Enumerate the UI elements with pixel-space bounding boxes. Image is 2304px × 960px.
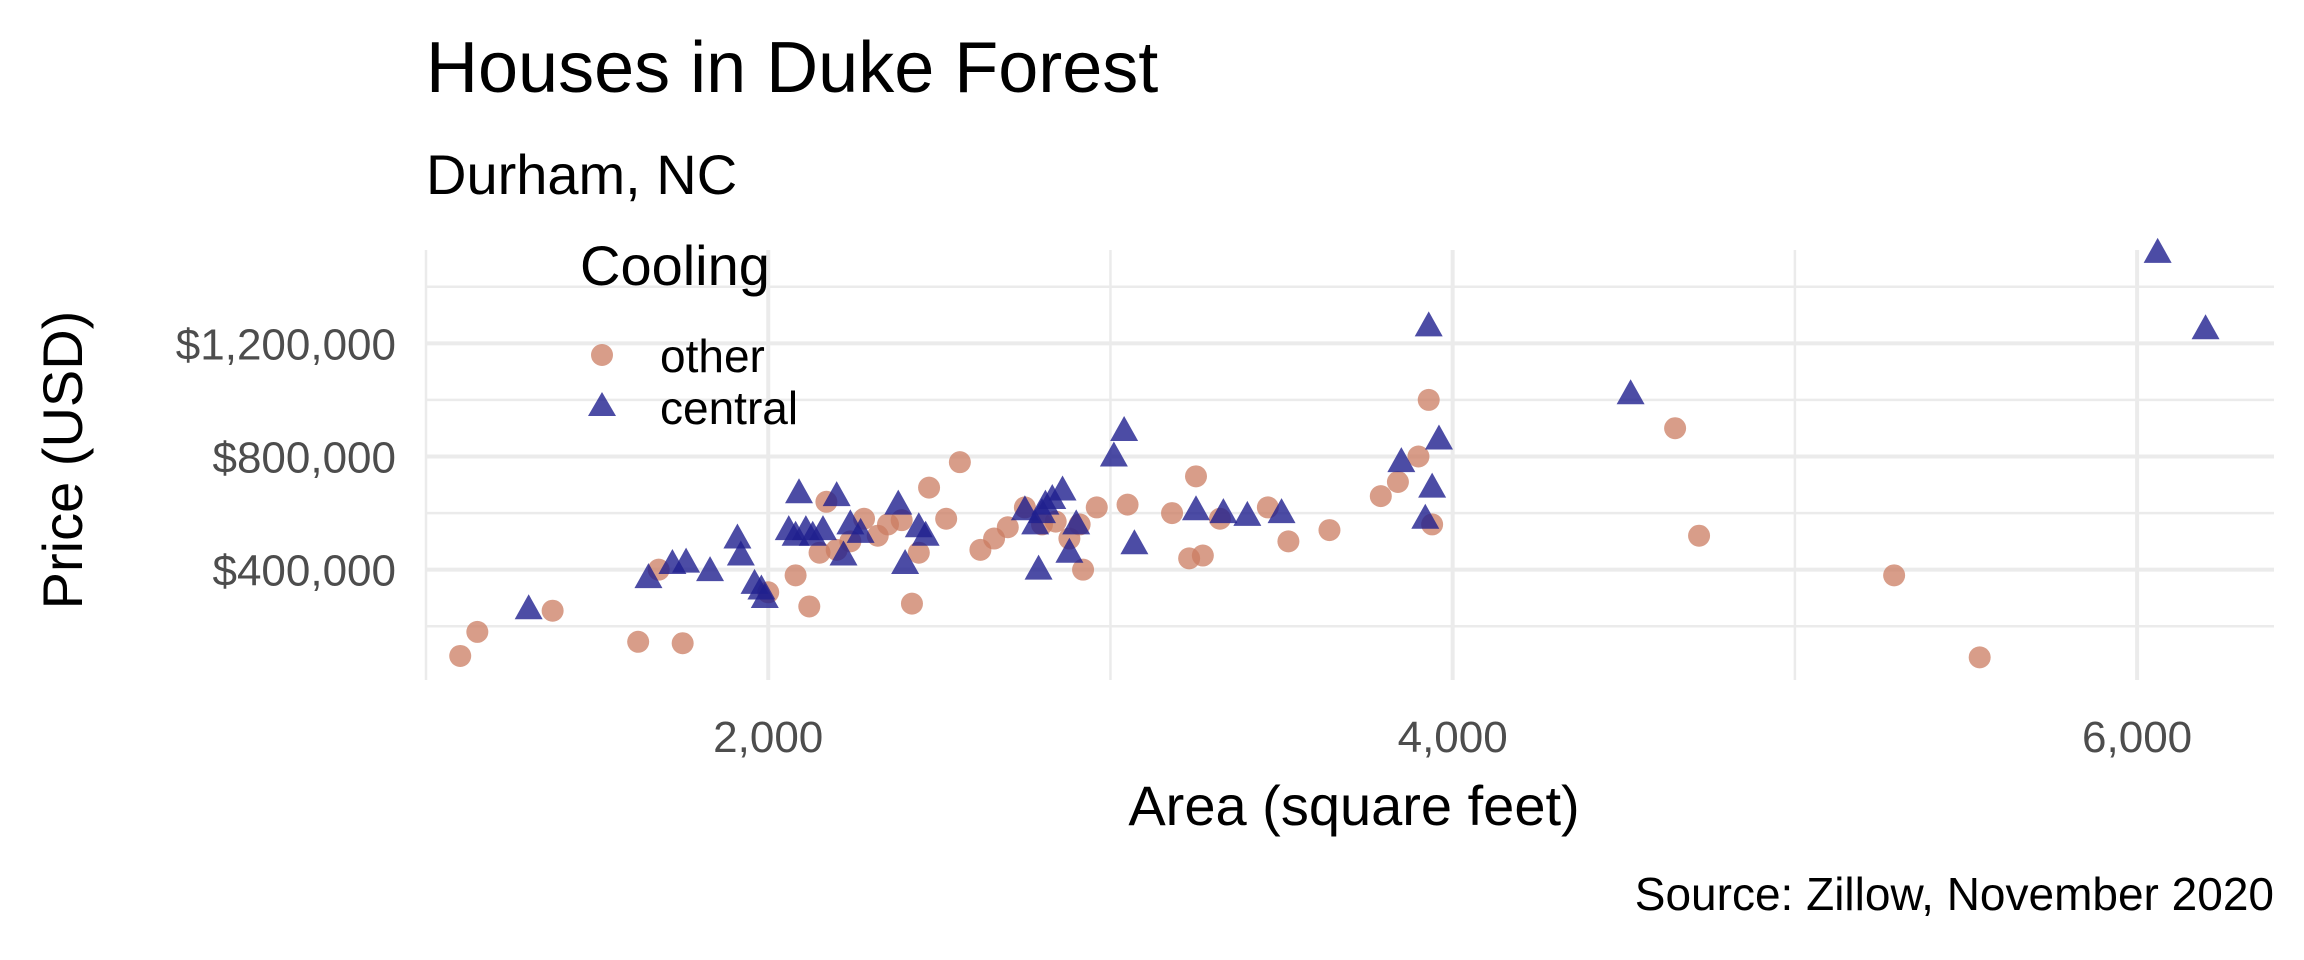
- y-tick-label: $1,200,000: [176, 320, 396, 369]
- point-central: [785, 478, 814, 504]
- x-tick-label: 2,000: [713, 713, 823, 762]
- point-other: [890, 509, 913, 532]
- point-other: [907, 541, 930, 564]
- chart-title: Houses in Duke Forest: [426, 28, 1158, 108]
- point-central: [1024, 554, 1053, 580]
- point-central: [1387, 447, 1416, 473]
- x-axis-title: Area (square feet): [1128, 774, 1579, 837]
- point-central: [750, 582, 779, 608]
- point-central: [634, 563, 663, 589]
- point-central: [1424, 424, 1453, 450]
- point-other: [627, 630, 650, 653]
- x-tick-label: 4,000: [1398, 713, 1508, 762]
- point-other: [935, 507, 958, 530]
- point-central: [1110, 416, 1139, 442]
- point-central: [1418, 472, 1447, 498]
- point-central: [1120, 529, 1149, 555]
- point-other: [541, 599, 564, 622]
- point-other: [1116, 493, 1139, 516]
- point-central: [672, 547, 701, 573]
- point-other: [1318, 519, 1341, 542]
- point-central: [1209, 498, 1238, 524]
- point-other: [918, 476, 941, 499]
- point-other: [1277, 530, 1300, 553]
- point-central: [911, 520, 940, 546]
- point-central: [726, 540, 755, 566]
- point-central: [2143, 237, 2172, 263]
- data-points: [449, 237, 2220, 669]
- x-tick-label: 6,000: [2082, 713, 2192, 762]
- point-other: [1664, 417, 1687, 440]
- legend-key-central: [588, 392, 616, 416]
- point-central: [1616, 379, 1645, 405]
- tick-labels: 2,000 4,000 6,000 $400,000 $800,000 $1,200,00…: [176, 320, 2192, 762]
- point-central: [1411, 503, 1440, 529]
- point-other: [1688, 524, 1711, 547]
- y-axis-title: Price (USD): [31, 311, 94, 610]
- point-central: [514, 594, 543, 620]
- point-other: [1407, 445, 1430, 468]
- point-central: [723, 523, 752, 549]
- legend-label-central: central: [660, 382, 798, 434]
- point-central: [891, 549, 920, 575]
- point-central: [808, 515, 837, 541]
- gridlines: [424, 250, 2274, 680]
- point-other: [449, 644, 472, 667]
- point-central: [1048, 475, 1077, 501]
- legend-key-other: [591, 344, 613, 366]
- point-central: [1182, 495, 1210, 521]
- legend-label-other: other: [660, 330, 765, 382]
- point-central: [2191, 314, 2220, 340]
- point-central: [1267, 498, 1296, 524]
- series-central: [514, 237, 2220, 620]
- y-tick-label: $800,000: [212, 434, 396, 483]
- point-other: [1161, 502, 1184, 525]
- point-other: [1968, 646, 1991, 669]
- point-central: [846, 517, 875, 543]
- point-other: [1185, 465, 1207, 488]
- point-other: [900, 592, 923, 615]
- point-central: [822, 481, 851, 507]
- point-central: [696, 556, 725, 582]
- y-tick-label: $400,000: [212, 547, 396, 596]
- point-other: [1191, 544, 1214, 567]
- point-central: [1233, 500, 1262, 526]
- point-other: [948, 451, 971, 474]
- point-central: [829, 540, 858, 566]
- point-other: [1883, 564, 1906, 587]
- point-central: [1099, 441, 1128, 467]
- point-other: [1072, 558, 1095, 581]
- point-other: [784, 564, 807, 587]
- legend: Cooling other central: [580, 234, 798, 434]
- point-other: [996, 516, 1019, 539]
- point-other: [1386, 470, 1409, 493]
- legend-title: Cooling: [580, 234, 770, 297]
- point-other: [798, 595, 821, 618]
- point-central: [1414, 311, 1443, 337]
- point-other: [808, 541, 831, 564]
- point-central: [1055, 537, 1084, 563]
- point-central: [1062, 509, 1091, 535]
- chart-caption: Source: Zillow, November 2020: [1635, 868, 2274, 920]
- point-other: [466, 620, 489, 643]
- chart-subtitle: Durham, NC: [426, 143, 737, 206]
- point-other: [1417, 388, 1440, 411]
- point-other: [1369, 485, 1392, 508]
- point-other: [1085, 496, 1108, 519]
- point-central: [884, 489, 913, 515]
- point-other: [671, 632, 694, 655]
